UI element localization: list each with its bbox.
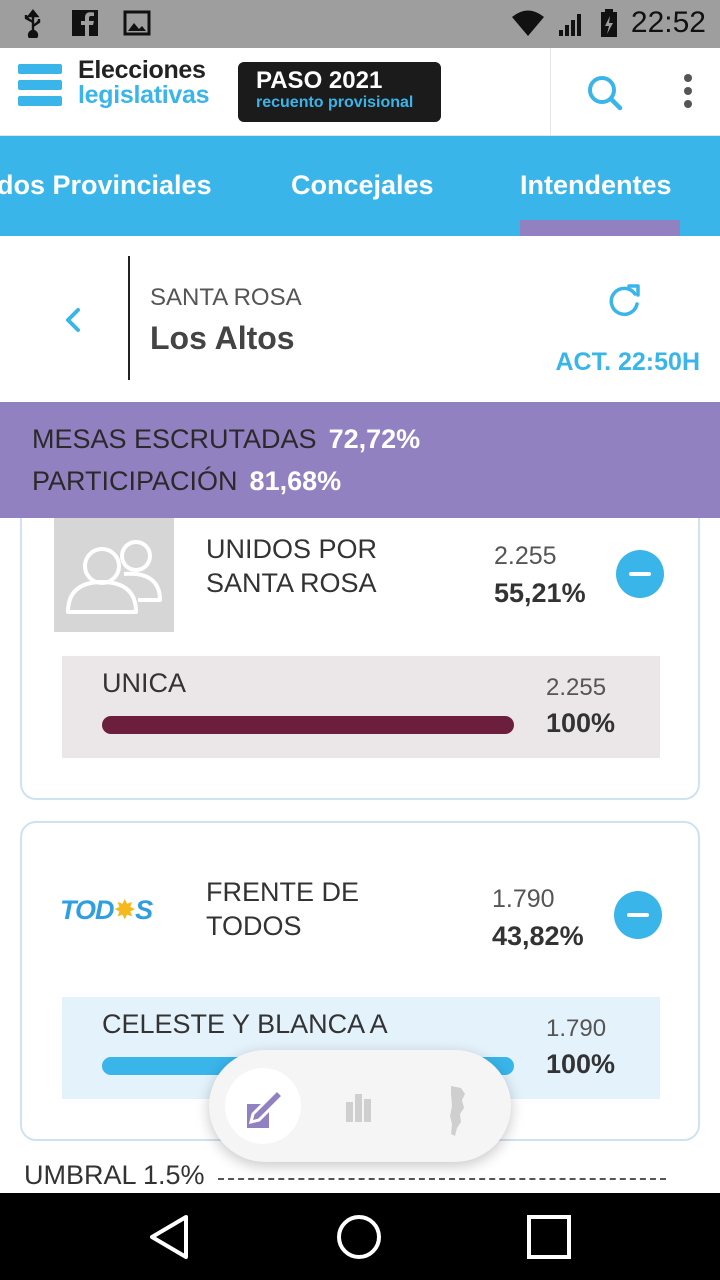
active-tab-indicator — [520, 220, 680, 236]
mesas-label: MESAS ESCRUTADAS — [32, 424, 317, 454]
facebook-icon — [72, 10, 98, 36]
more-vert-icon[interactable] — [674, 70, 702, 114]
nav-chart-button[interactable] — [321, 1068, 397, 1144]
list-votes: 1.790 — [546, 1015, 607, 1042]
list-progress-bar — [102, 716, 514, 734]
stats-banner: MESAS ESCRUTADAS 72,72% PARTICIPACIÓN 81,6… — [0, 402, 720, 518]
system-nav-bar — [0, 1193, 720, 1280]
logo-line2: legislativas — [78, 81, 210, 109]
party-votes: 1.790 — [492, 885, 555, 913]
location-header: SANTA ROSA Los Altos ACT. 22:50H — [0, 236, 720, 402]
party-logo-placeholder — [54, 518, 174, 632]
party-percentage: 55,21% — [494, 578, 586, 608]
sun-icon: ✸ — [113, 895, 137, 925]
app-logo[interactable]: Elecciones legislativas — [78, 56, 210, 109]
logo-text-b: S — [135, 895, 153, 925]
location-divider — [128, 256, 130, 380]
image-icon — [123, 10, 151, 36]
list-progress-fill — [102, 716, 514, 734]
ballot-icon — [247, 1087, 286, 1128]
party-name-line2: SANTA ROSA — [206, 568, 377, 598]
status-bar: 22:52 — [0, 0, 720, 48]
frente-de-todos-logo: TOD✸S — [60, 895, 153, 926]
usb-icon — [24, 9, 41, 38]
threshold-line — [218, 1178, 666, 1180]
chevron-left-icon[interactable] — [58, 302, 90, 338]
logo-line1: Elecciones — [78, 56, 206, 84]
party-name-line1: UNIDOS POR — [206, 534, 378, 564]
signal-icon — [558, 14, 581, 36]
party-votes: 2.255 — [494, 542, 557, 570]
home-circle-icon[interactable] — [335, 1213, 383, 1261]
search-icon[interactable] — [580, 70, 628, 114]
badge-title: PASO 2021 — [256, 67, 383, 94]
party-name-line1: FRENTE DE — [206, 877, 360, 907]
party-name: UNIDOS POR SANTA ROSA — [206, 532, 377, 600]
collapse-button[interactable] — [616, 550, 664, 598]
participacion-row: PARTICIPACIÓN 81,68% — [32, 466, 341, 497]
participacion-label: PARTICIPACIÓN — [32, 466, 238, 496]
list-row: UNICA 2.255 100% — [62, 656, 660, 758]
tab-concejales[interactable]: Concejales — [291, 170, 434, 200]
clock: 22:52 — [630, 6, 706, 39]
battery-icon — [600, 9, 617, 37]
people-icon — [66, 540, 162, 614]
bar-chart-icon — [346, 1094, 371, 1122]
mesas-value: 72,72% — [328, 424, 421, 454]
list-percentage: 100% — [546, 1049, 616, 1079]
party-card: UNIDOS POR SANTA ROSA 2.255 55,21% UNICA… — [20, 518, 700, 800]
participacion-value: 81,68% — [249, 466, 342, 496]
logo-text-a: TOD — [60, 895, 115, 925]
badge-subtitle: recuento provisional — [256, 94, 414, 111]
nav-map-button[interactable] — [417, 1068, 493, 1144]
refresh-icon[interactable] — [604, 280, 644, 320]
threshold-label: UMBRAL 1.5% — [24, 1160, 205, 1190]
province-name: SANTA ROSA — [150, 284, 302, 311]
header-divider — [550, 48, 551, 136]
party-name-line2: TODOS — [206, 911, 302, 941]
locality-name: Los Altos — [150, 320, 295, 356]
paso-badge: PASO 2021 recuento provisional — [238, 62, 441, 122]
flag-logo-icon — [18, 64, 62, 106]
tab-intendentes[interactable]: Intendentes — [520, 170, 672, 200]
tab-provinciales[interactable]: dos Provinciales — [0, 170, 212, 200]
list-percentage: 100% — [546, 708, 616, 738]
list-votes: 2.255 — [546, 674, 607, 701]
party-card: TOD✸S FRENTE DE TODOS 1.790 43,82% CELES… — [20, 821, 700, 1141]
list-name: CELESTE Y BLANCA A — [102, 1009, 388, 1039]
mesas-row: MESAS ESCRUTADAS 72,72% — [32, 424, 420, 455]
app-header: Elecciones legislativas PASO 2021 recuen… — [0, 48, 720, 136]
list-row: CELESTE Y BLANCA A 1.790 100% — [62, 997, 660, 1099]
party-percentage: 43,82% — [492, 921, 584, 951]
collapse-button[interactable] — [614, 891, 662, 939]
floating-nav — [209, 1050, 511, 1162]
back-triangle-icon[interactable] — [146, 1213, 194, 1261]
recents-square-icon[interactable] — [525, 1213, 573, 1261]
results-list: UNIDOS POR SANTA ROSA 2.255 55,21% UNICA… — [0, 518, 720, 1193]
category-tabs: dos Provinciales Concejales Intendentes — [0, 136, 720, 236]
party-name: FRENTE DE TODOS — [206, 875, 359, 943]
nav-vote-button[interactable] — [225, 1068, 301, 1144]
last-updated: ACT. 22:50H — [555, 348, 701, 376]
wifi-icon — [511, 10, 544, 36]
argentina-map-icon — [450, 1086, 465, 1136]
list-name: UNICA — [102, 668, 187, 698]
